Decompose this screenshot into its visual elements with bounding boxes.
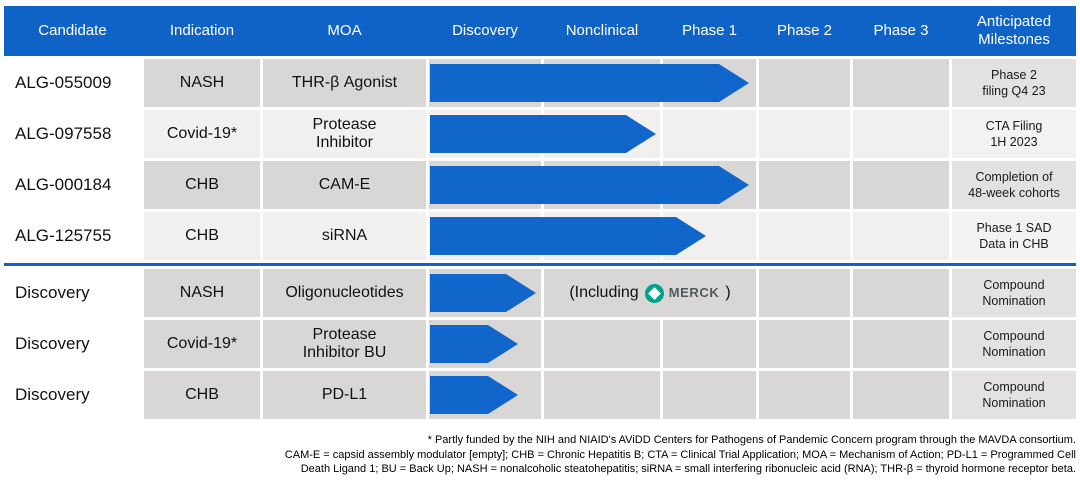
col-header-phase2: Phase 2 — [776, 22, 833, 40]
col-header-candidate: Candidate — [38, 22, 107, 40]
moa-cell: Protease Inhibitor — [263, 110, 426, 158]
stage-cell-phase2 — [759, 161, 850, 209]
footnotes: * Partly funded by the NIH and NIAID's A… — [14, 433, 1076, 477]
note-suffix: ) — [725, 283, 731, 301]
stage-cell-phase2 — [759, 371, 850, 419]
moa-cell: THR-β Agonist — [263, 59, 426, 107]
footnote-line: * Partly funded by the NIH and NIAID's A… — [427, 434, 1076, 446]
stage-cell-phase1 — [663, 320, 756, 368]
milestone-cell: Phase 2 filing Q4 23 — [952, 59, 1076, 107]
col-header-moa: MOA — [327, 22, 362, 40]
pipeline-arrow — [430, 376, 518, 414]
stage-cell-phase3 — [853, 59, 949, 107]
stage-cell-discovery — [429, 161, 541, 209]
pipeline-arrow — [430, 274, 536, 312]
footnote-line: Death Ligand 1; BU = Back Up; NASH = non… — [300, 463, 1076, 476]
stage-cell-discovery — [429, 59, 541, 107]
milestone-cell: Compound Nomination — [952, 371, 1076, 419]
col-header-nonclinical: Nonclinical — [565, 22, 639, 40]
col-header-milestones: Anticipated Milestones — [976, 13, 1052, 48]
stage-cell-phase1 — [663, 371, 756, 419]
candidate-cell: ALG-125755 — [4, 212, 141, 260]
table-header-row: Candidate Indication MOA Discovery Noncl… — [4, 6, 1076, 56]
footnote-line: CAM-E = capsid assembly modulator [empty… — [284, 448, 1076, 461]
pipeline-arrow — [430, 325, 518, 363]
stage-cell-phase3 — [853, 212, 949, 260]
indication-cell: Covid-19* — [144, 320, 260, 368]
stage-cell-nonclinical — [544, 371, 660, 419]
indication-cell: NASH — [144, 269, 260, 317]
stage-cell-discovery — [429, 371, 541, 419]
indication-cell: CHB — [144, 371, 260, 419]
indication-cell: CHB — [144, 212, 260, 260]
stage-cell-discovery — [429, 212, 541, 260]
moa-cell: Oligonucleotides — [263, 269, 426, 317]
pipeline-table: Candidate Indication MOA Discovery Noncl… — [4, 6, 1076, 419]
candidate-cell: Discovery — [4, 269, 141, 317]
milestone-cell: CTA Filing 1H 2023 — [952, 110, 1076, 158]
candidate-cell: Discovery — [4, 371, 141, 419]
stage-cell-phase2 — [759, 320, 850, 368]
pipeline-arrow — [430, 64, 749, 102]
col-header-phase3: Phase 3 — [873, 22, 929, 40]
clinical-discovery-divider — [4, 263, 1076, 266]
moa-cell: PD-L1 — [263, 371, 426, 419]
stage-cell-phase3 — [853, 269, 949, 317]
note-prefix: (Including — [569, 283, 639, 301]
col-header-phase1: Phase 1 — [681, 22, 738, 40]
milestone-cell: Completion of 48-week cohorts — [952, 161, 1076, 209]
milestone-cell: Compound Nomination — [952, 269, 1076, 317]
candidate-cell: ALG-000184 — [4, 161, 141, 209]
moa-cell: siRNA — [263, 212, 426, 260]
moa-cell: Protease Inhibitor BU — [263, 320, 426, 368]
pipeline-arrow — [430, 217, 706, 255]
merck-wordmark: MERCK — [668, 284, 720, 300]
stage-cell-phase1 — [663, 110, 756, 158]
pipeline-arrow — [430, 166, 749, 204]
stage-cell-phase3 — [853, 161, 949, 209]
stage-cell-discovery — [429, 269, 541, 317]
stage-cell-phase2 — [759, 269, 850, 317]
stage-cell-discovery — [429, 320, 541, 368]
candidate-cell: Discovery — [4, 320, 141, 368]
stage-cell-phase2 — [759, 212, 850, 260]
stage-cell-phase3 — [853, 371, 949, 419]
pipeline-arrow — [430, 115, 656, 153]
milestone-cell: Phase 1 SAD Data in CHB — [952, 212, 1076, 260]
indication-cell: Covid-19* — [144, 110, 260, 158]
stage-cell-phase2 — [759, 110, 850, 158]
moa-cell: CAM-E — [263, 161, 426, 209]
table-body: ALG-055009 NASH THR-β Agonist Phase 2 fi… — [4, 59, 1076, 419]
milestone-cell: Compound Nomination — [952, 320, 1076, 368]
stage-cell-nonclinical — [544, 320, 660, 368]
indication-cell: CHB — [144, 161, 260, 209]
candidate-cell: ALG-055009 — [4, 59, 141, 107]
stage-cell-discovery — [429, 110, 541, 158]
stage-cell-phase3 — [853, 320, 949, 368]
stage-cell-phase2 — [759, 59, 850, 107]
indication-cell: NASH — [144, 59, 260, 107]
col-header-indication: Indication — [169, 22, 235, 40]
stage-cell-phase3 — [853, 110, 949, 158]
merck-logo-icon — [644, 283, 664, 303]
merck-partnership-note: (Including MERCK ) — [544, 269, 756, 317]
col-header-discovery: Discovery — [452, 22, 518, 40]
merck-logo: MERCK — [644, 283, 720, 303]
candidate-cell: ALG-097558 — [4, 110, 141, 158]
